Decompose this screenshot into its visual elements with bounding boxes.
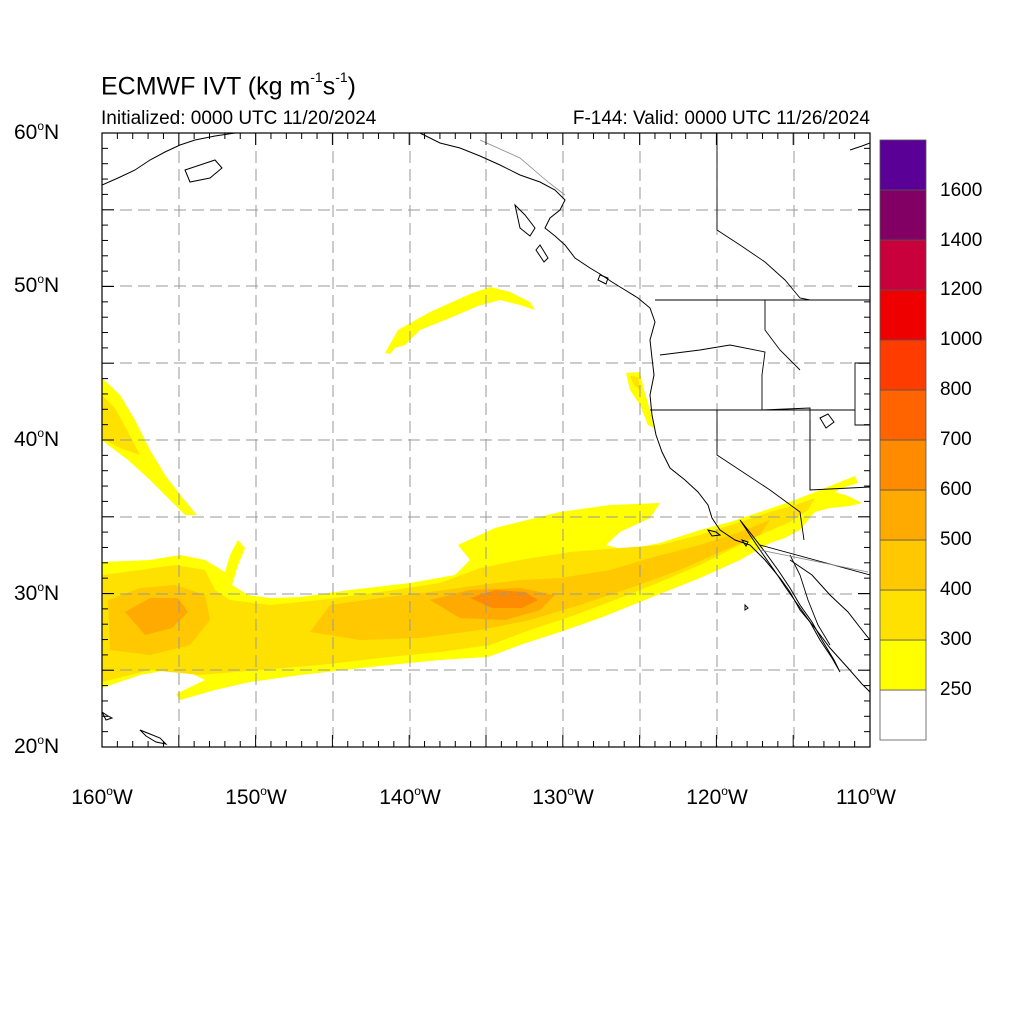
colorbar-label: 1200 xyxy=(940,279,983,300)
lat-label: 30oN xyxy=(14,580,60,605)
ivt-west-filament xyxy=(102,378,197,515)
ivt-north-streak xyxy=(385,287,535,354)
colorbar-label: 700 xyxy=(940,429,972,450)
coastlines xyxy=(102,133,870,745)
colorbar-label: 250 xyxy=(940,679,972,700)
colorbar-swatch xyxy=(879,439,927,491)
colorbar-swatch xyxy=(879,139,927,191)
colorbar-label: 500 xyxy=(940,529,972,550)
colorbar-label: 1400 xyxy=(940,230,983,251)
colorbar-swatch xyxy=(879,239,927,291)
colorbar-swatch xyxy=(879,589,927,641)
colorbar-swatch xyxy=(879,389,927,441)
lon-label: 130oW xyxy=(532,784,594,809)
ivt-oregon-streak xyxy=(626,372,654,428)
lat-label: 60oN xyxy=(14,119,60,144)
colorbar-label: 400 xyxy=(940,579,972,600)
lon-label: 160oW xyxy=(71,784,133,809)
colorbar-label: 800 xyxy=(940,379,972,400)
colorbar-label: 300 xyxy=(940,629,972,650)
colorbar-swatch xyxy=(879,189,927,241)
colorbar-label: 1600 xyxy=(940,180,983,201)
axis-ticks xyxy=(101,132,871,748)
lat-label: 50oN xyxy=(14,272,60,297)
lon-label: 110oW xyxy=(836,784,896,809)
colorbar-swatch xyxy=(879,689,927,741)
province-borders xyxy=(479,139,869,573)
colorbar-swatch xyxy=(879,489,927,541)
chart-title: ECMWF IVT (kg m-1s-1) xyxy=(101,69,356,101)
lon-label: 120oW xyxy=(686,784,748,809)
lat-label: 40oN xyxy=(14,426,60,451)
colorbar-swatch xyxy=(879,339,927,391)
ivt-colorbar xyxy=(879,139,927,741)
colorbar-label: 600 xyxy=(940,479,972,500)
colorbar-swatch xyxy=(879,539,927,591)
colorbar-label: 1000 xyxy=(940,329,983,350)
lon-label: 140oW xyxy=(379,784,441,809)
initialized-time: Initialized: 0000 UTC 11/20/2024 xyxy=(101,108,377,129)
ivt-core-400 xyxy=(108,520,770,655)
ivt-core-500 xyxy=(125,588,555,635)
political-borders xyxy=(650,133,870,646)
colorbar-swatch xyxy=(879,289,927,341)
colorbar-swatch xyxy=(879,639,927,691)
lat-label: 20oN xyxy=(14,733,60,758)
lon-label: 150oW xyxy=(225,784,287,809)
ivt-oregon-core xyxy=(630,376,640,390)
valid-time: F-144: Valid: 0000 UTC 11/26/2024 xyxy=(572,108,870,129)
